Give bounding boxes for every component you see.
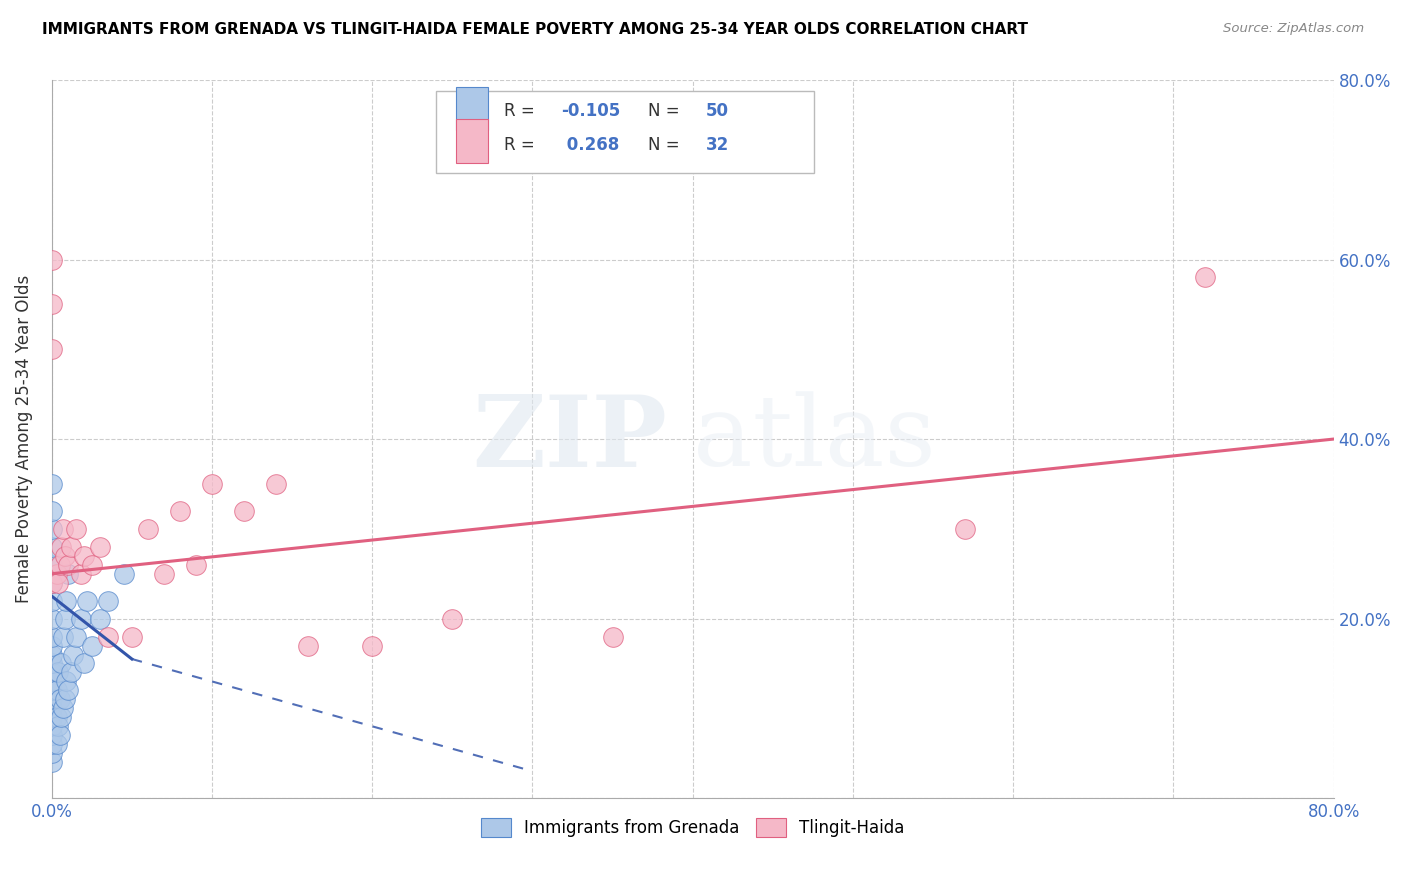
Point bbox=[53, 611, 76, 625]
Point bbox=[45, 710, 67, 724]
Point bbox=[361, 639, 384, 653]
Point bbox=[41, 504, 63, 518]
Point bbox=[76, 593, 98, 607]
Point bbox=[41, 683, 63, 698]
Point bbox=[73, 657, 96, 671]
Point bbox=[49, 558, 72, 572]
Point bbox=[41, 343, 63, 357]
Point bbox=[53, 692, 76, 706]
Point bbox=[41, 674, 63, 689]
Point bbox=[112, 566, 135, 581]
Point bbox=[56, 566, 79, 581]
Point bbox=[1194, 270, 1216, 285]
Point bbox=[45, 683, 67, 698]
Point bbox=[41, 737, 63, 751]
Text: IMMIGRANTS FROM GRENADA VS TLINGIT-HAIDA FEMALE POVERTY AMONG 25-34 YEAR OLDS CO: IMMIGRANTS FROM GRENADA VS TLINGIT-HAIDA… bbox=[42, 22, 1028, 37]
Point bbox=[201, 477, 224, 491]
Point bbox=[49, 728, 72, 742]
Text: Source: ZipAtlas.com: Source: ZipAtlas.com bbox=[1223, 22, 1364, 36]
Point bbox=[45, 566, 67, 581]
Text: atlas: atlas bbox=[693, 392, 935, 487]
Y-axis label: Female Poverty Among 25-34 Year Olds: Female Poverty Among 25-34 Year Olds bbox=[15, 275, 32, 603]
Text: R =: R = bbox=[505, 136, 540, 153]
Point bbox=[56, 558, 79, 572]
Point bbox=[41, 575, 63, 590]
Text: -0.105: -0.105 bbox=[561, 102, 620, 120]
Point bbox=[41, 648, 63, 662]
Point bbox=[56, 683, 79, 698]
Text: N =: N = bbox=[648, 136, 685, 153]
Point bbox=[41, 593, 63, 607]
Point bbox=[41, 558, 63, 572]
Point bbox=[80, 639, 103, 653]
Point bbox=[97, 593, 120, 607]
Point bbox=[45, 737, 67, 751]
Point bbox=[41, 575, 63, 590]
FancyBboxPatch shape bbox=[456, 87, 488, 130]
Point bbox=[80, 558, 103, 572]
FancyBboxPatch shape bbox=[436, 91, 814, 173]
Text: 32: 32 bbox=[706, 136, 728, 153]
Point bbox=[41, 710, 63, 724]
Point bbox=[41, 692, 63, 706]
Point bbox=[264, 477, 287, 491]
Point bbox=[65, 522, 87, 536]
Point bbox=[953, 522, 976, 536]
FancyBboxPatch shape bbox=[456, 120, 488, 162]
Point bbox=[69, 566, 91, 581]
Point bbox=[41, 701, 63, 715]
Point bbox=[46, 719, 69, 733]
Point bbox=[89, 611, 111, 625]
Point bbox=[53, 549, 76, 563]
Point bbox=[41, 665, 63, 680]
Point bbox=[41, 728, 63, 742]
Point bbox=[441, 611, 464, 625]
Point bbox=[46, 665, 69, 680]
Point bbox=[41, 639, 63, 653]
Point bbox=[153, 566, 176, 581]
Point bbox=[297, 639, 319, 653]
Point bbox=[52, 522, 75, 536]
Point bbox=[97, 630, 120, 644]
Point bbox=[73, 549, 96, 563]
Point bbox=[41, 522, 63, 536]
Point bbox=[136, 522, 159, 536]
Point bbox=[41, 297, 63, 311]
Point bbox=[89, 540, 111, 554]
Point bbox=[41, 540, 63, 554]
Point bbox=[51, 657, 73, 671]
Point bbox=[41, 756, 63, 770]
Text: R =: R = bbox=[505, 102, 540, 120]
Point bbox=[55, 593, 77, 607]
Point bbox=[62, 648, 84, 662]
Point bbox=[69, 611, 91, 625]
Point bbox=[52, 701, 75, 715]
Point bbox=[65, 630, 87, 644]
Point bbox=[169, 504, 191, 518]
Point bbox=[233, 504, 256, 518]
Point bbox=[55, 674, 77, 689]
Point bbox=[41, 477, 63, 491]
Point bbox=[602, 630, 624, 644]
Point bbox=[59, 540, 82, 554]
Text: 0.268: 0.268 bbox=[561, 136, 619, 153]
Point bbox=[51, 710, 73, 724]
Point bbox=[49, 692, 72, 706]
Point bbox=[184, 558, 207, 572]
Point bbox=[41, 746, 63, 760]
Legend: Immigrants from Grenada, Tlingit-Haida: Immigrants from Grenada, Tlingit-Haida bbox=[474, 811, 911, 844]
Point bbox=[52, 630, 75, 644]
Point bbox=[59, 665, 82, 680]
Point bbox=[41, 611, 63, 625]
Point bbox=[51, 540, 73, 554]
Point bbox=[41, 630, 63, 644]
Text: N =: N = bbox=[648, 102, 685, 120]
Point bbox=[121, 630, 143, 644]
Point bbox=[41, 252, 63, 267]
Point bbox=[41, 657, 63, 671]
Point bbox=[46, 575, 69, 590]
Text: 50: 50 bbox=[706, 102, 728, 120]
Point bbox=[41, 719, 63, 733]
Text: ZIP: ZIP bbox=[472, 391, 666, 488]
